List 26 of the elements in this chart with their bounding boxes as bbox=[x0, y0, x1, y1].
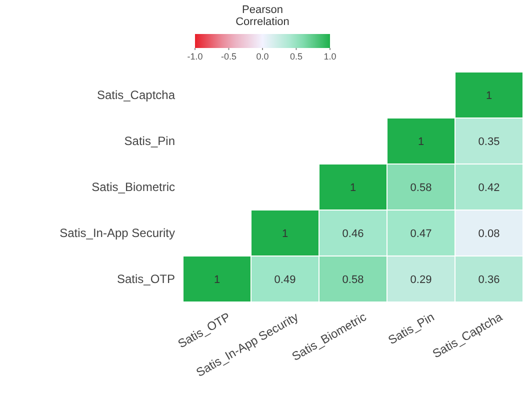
data-label: 0.47 bbox=[410, 228, 432, 240]
color-bar-label: 0.5 bbox=[290, 51, 303, 62]
y-tick-label: Satis_Captcha bbox=[96, 88, 176, 102]
data-label: 1 bbox=[486, 90, 492, 102]
y-tick-label: Satis_Biometric bbox=[92, 180, 175, 194]
data-label: 1 bbox=[282, 228, 288, 240]
legend-title: Pearson Correlation bbox=[236, 4, 290, 28]
y-tick-label: Satis_OTP bbox=[116, 272, 175, 286]
data-label: 0.29 bbox=[410, 274, 432, 286]
data-label: 0.49 bbox=[274, 274, 296, 286]
data-label: 0.58 bbox=[342, 274, 364, 286]
y-tick-label: Satis_Pin bbox=[124, 134, 175, 148]
data-label: 1 bbox=[350, 182, 356, 194]
data-label: 0.35 bbox=[478, 136, 500, 148]
data-label: 0.42 bbox=[478, 182, 500, 194]
color-bar-label: 0.0 bbox=[256, 51, 269, 62]
y-tick-label: Satis_In-App Security bbox=[60, 226, 175, 240]
color-bar-label: -0.5 bbox=[220, 51, 237, 62]
color-bar-label: 1.0 bbox=[324, 51, 336, 62]
color-bar-label: -1.0 bbox=[187, 51, 203, 62]
data-label: 0.36 bbox=[478, 274, 500, 286]
data-label: 1 bbox=[418, 136, 424, 148]
data-label: 1 bbox=[214, 274, 220, 286]
data-label: 0.46 bbox=[342, 228, 364, 240]
data-label: 0.58 bbox=[410, 182, 432, 194]
data-label: 0.08 bbox=[478, 228, 500, 240]
